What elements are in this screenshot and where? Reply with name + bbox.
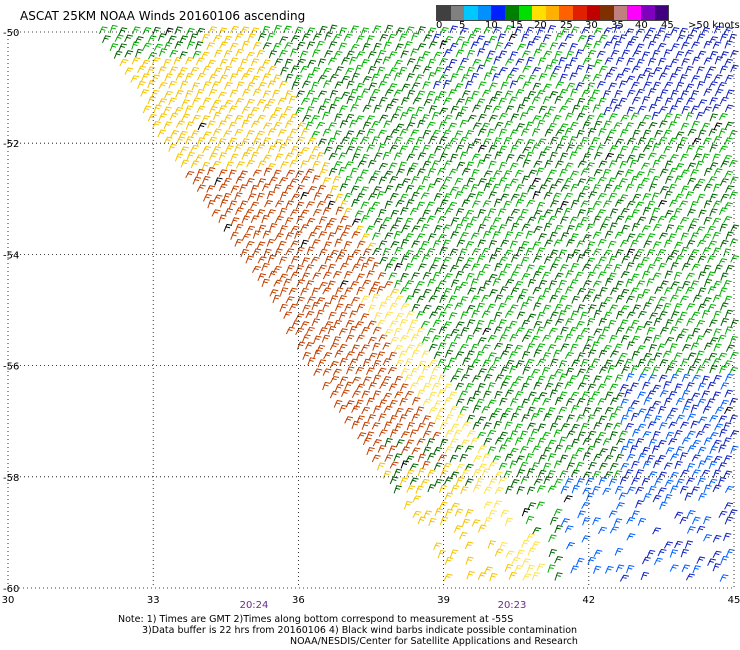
longitude-tick-label: 33 [147, 595, 160, 606]
colorbar-swatch [450, 6, 465, 20]
colorbar-tick-label: 15 [510, 20, 523, 31]
wind-barbs [560, 373, 739, 582]
latitude-tick-label: -60 [3, 584, 19, 595]
colorbar-tick-label: 0 [436, 20, 443, 31]
wind-barbs [102, 24, 740, 581]
colorbar-swatch [613, 6, 628, 20]
latitude-tick-label: -56 [3, 362, 19, 373]
colorbar-tick-label: 25 [560, 20, 573, 31]
colorbar-tick-label: 40 [635, 20, 648, 31]
colorbar-swatch [464, 6, 478, 20]
map-frame-border [7, 31, 735, 589]
colorbar-tick-label: 20 [534, 20, 547, 31]
wind-barbs-layer [98, 24, 740, 582]
colorbar-swatch [437, 6, 451, 20]
colorbar-swatch [572, 6, 587, 20]
footer-line-2: 3)Data buffer is 22 hrs from 20160106 4)… [142, 625, 578, 636]
colorbar-unit-label: >50 knots [688, 20, 740, 31]
latitude-tick-label: -50 [3, 28, 19, 39]
latitude-tick-label: -52 [3, 139, 19, 150]
longitude-tick-label: 39 [437, 595, 450, 606]
wind-barbs [119, 25, 518, 582]
colorbar-swatch [491, 6, 505, 20]
colorbar-tick-label: 30 [585, 20, 598, 31]
time-labels: 20:24 20:23 [240, 600, 527, 611]
colorbar-swatch [504, 6, 519, 20]
wind-barbs [98, 24, 740, 573]
latitude-tick-label: -54 [3, 250, 19, 261]
colorbar-swatch [640, 6, 655, 20]
measurement-time-label: 20:24 [240, 600, 269, 611]
colorbar-swatch [586, 6, 601, 20]
colorbar-swatch [600, 6, 614, 20]
longitude-tick-label: 42 [582, 595, 595, 606]
colorbar-tick-label: 5 [459, 20, 466, 31]
longitude-tick-label: 45 [728, 595, 740, 606]
latitude-tick-label: -58 [3, 473, 19, 484]
colorbar-tick-label: 10 [485, 20, 498, 31]
measurement-time-label: 20:23 [498, 600, 527, 611]
grid-lines [8, 32, 734, 588]
wind-barbs [360, 293, 545, 581]
map-border [7, 31, 735, 589]
colorbar-swatch [532, 6, 546, 20]
colorbar-swatch [477, 6, 492, 20]
colorbar-swatch [545, 6, 560, 20]
colorbar-swatch [518, 6, 533, 20]
footer-line-3: NOAA/NESDIS/Center for Satellite Applica… [290, 636, 578, 647]
longitude-tick-label: 36 [292, 595, 305, 606]
latitude-labels: -50 -52 -54 -56 -58 -60 [3, 28, 19, 595]
wind-barbs [185, 167, 447, 470]
footer-line-1: Note: 1) Times are GMT 2)Times along bot… [118, 614, 514, 625]
wind-speed-colorbar [436, 5, 670, 21]
longitude-labels: 30 33 36 39 42 45 [2, 595, 740, 606]
colorbar-swatch [559, 6, 573, 20]
colorbar-tick-label: 45 [661, 20, 674, 31]
colorbar-swatch [627, 6, 641, 20]
wind-barbs [432, 24, 740, 582]
longitude-tick-label: 30 [2, 595, 15, 606]
plot-title: ASCAT 25KM NOAA Winds 20160106 ascending [20, 9, 306, 23]
colorbar-swatch [654, 6, 669, 20]
